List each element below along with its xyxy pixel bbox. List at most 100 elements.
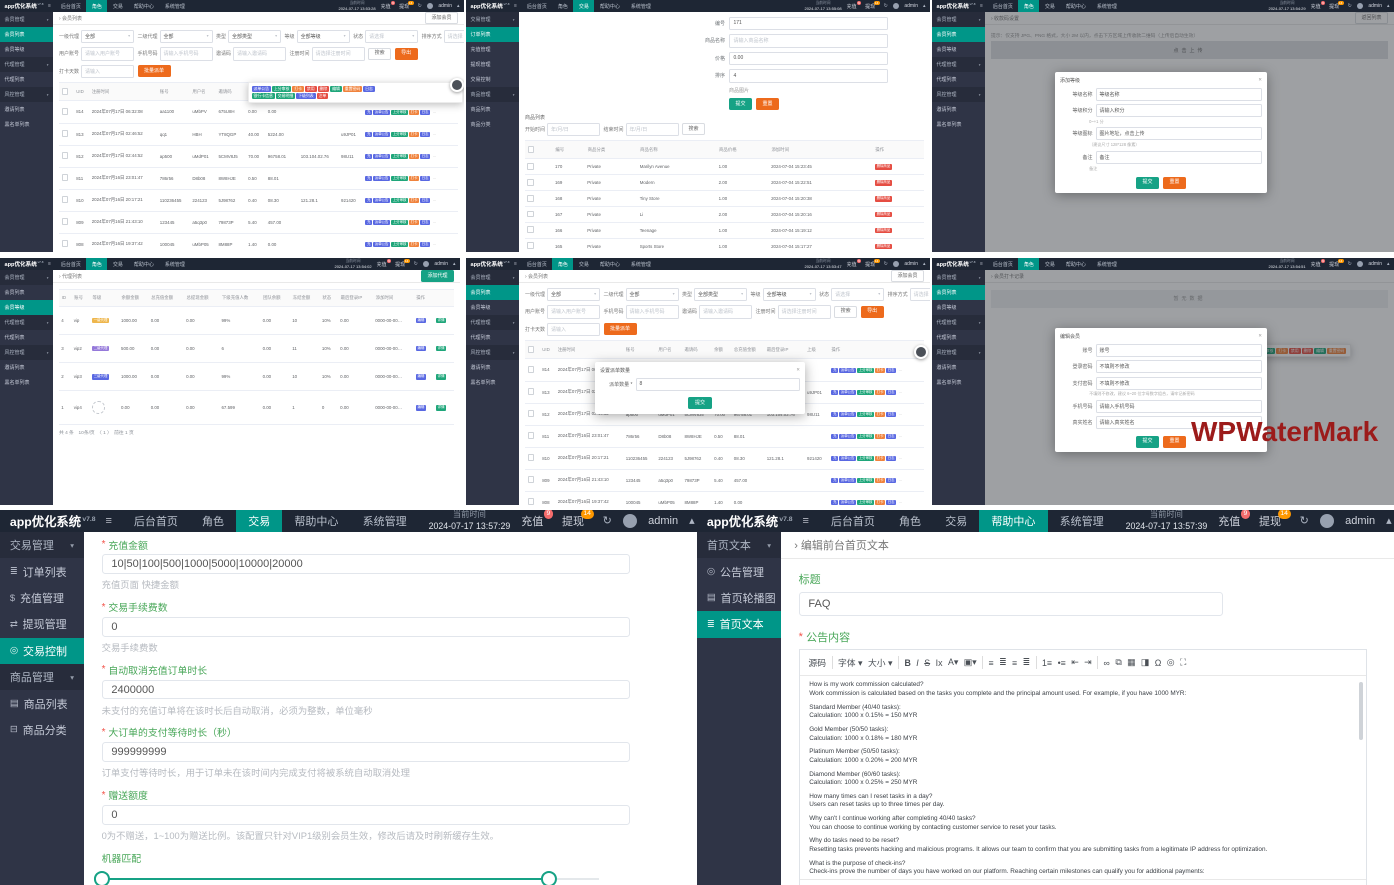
action-pill[interactable]: 删除商品 [874, 243, 892, 250]
sidebar-item-active[interactable]: 会员列表 [932, 285, 985, 300]
action-pill[interactable]: 日志 [420, 153, 431, 159]
menu-toggle-icon[interactable]: ≡ [47, 261, 51, 267]
user-menu[interactable]: admin [1368, 261, 1382, 267]
filter-text-input[interactable]: 年/月/日 [625, 122, 679, 136]
sidebar-item[interactable]: 会员管理 ▾ [0, 270, 53, 285]
nav-item[interactable]: 系统管理 [1096, 3, 1117, 10]
sidebar-item-active[interactable]: ≣ 首页文本 [697, 611, 781, 638]
checkbox[interactable] [527, 366, 535, 373]
action-pill[interactable]: 打卡 [1276, 347, 1288, 354]
sidebar-item[interactable]: ▤ 商品列表 [0, 690, 84, 716]
nav-item[interactable]: 交易 [945, 516, 968, 528]
editor-tool[interactable]: 源码 [808, 658, 826, 669]
text-input[interactable]: 账号 [1095, 343, 1262, 357]
action-pill[interactable]: 派单公告 [839, 411, 857, 417]
filter-text-input[interactable]: 请输入用户账号 [547, 305, 601, 319]
checkbox[interactable] [61, 152, 69, 159]
nav-item[interactable]: 角色 [899, 516, 922, 528]
filter-text-input[interactable]: 请输入用户账号 [81, 47, 135, 61]
action-pill[interactable]: 派单公告 [373, 175, 391, 182]
crumb-action-button[interactable]: 返回列表 [1354, 12, 1388, 24]
refresh-icon[interactable]: ↻ [1299, 515, 1309, 528]
filter-select[interactable]: 请选择▾ [365, 29, 419, 43]
action-pill[interactable]: 重置密码 [342, 85, 363, 92]
checkbox[interactable] [527, 178, 535, 186]
checkbox[interactable] [527, 432, 535, 439]
action-pill[interactable]: 删除商品 [874, 227, 892, 234]
filter-button[interactable]: 搜索 [834, 305, 858, 318]
nav-item[interactable]: 帮助中心 [133, 3, 154, 10]
action-pill[interactable]: … [898, 477, 903, 482]
action-pill[interactable]: 详情 [435, 374, 447, 380]
action-pill[interactable]: 充 [365, 241, 373, 248]
nav-item[interactable]: 角色 [86, 0, 108, 12]
checkbox[interactable] [61, 196, 69, 203]
editor-tool[interactable]: B [904, 657, 911, 668]
action-pill[interactable]: 打卡 [874, 499, 886, 505]
action-pill[interactable]: 上分审核 [391, 131, 409, 137]
menu-toggle-icon[interactable]: ≡ [513, 261, 517, 267]
action-pill[interactable]: 编辑 [415, 405, 427, 411]
action-pill[interactable]: 禁用 [1288, 347, 1301, 354]
nav-item[interactable]: 帮助中心 [979, 510, 1048, 532]
sidebar-item-active[interactable]: ◎ 交易控制 [0, 637, 84, 664]
checkbox[interactable] [527, 210, 535, 218]
recharge-link[interactable]: 充值 9 [846, 258, 862, 268]
action-pill[interactable]: 编辑 [415, 345, 427, 352]
action-pill[interactable]: 派单公告 [373, 241, 391, 248]
action-pill[interactable]: 日志 [420, 109, 431, 115]
refresh-icon[interactable]: ↻ [1347, 3, 1352, 9]
nav-item[interactable]: 角色 [552, 258, 574, 270]
sidebar-item[interactable]: 代理列表 [466, 330, 519, 345]
nav-item[interactable]: 后台首页 [526, 3, 547, 10]
nav-item[interactable]: 角色 [1018, 0, 1040, 12]
withdraw-link[interactable]: 提现 14 [1329, 0, 1344, 10]
user-menu[interactable]: admin [904, 3, 918, 9]
user-menu[interactable]: admin [648, 514, 679, 527]
action-pill[interactable]: 编辑 [415, 374, 427, 380]
checkbox[interactable] [527, 194, 535, 202]
menu-toggle-icon[interactable]: ≡ [979, 3, 983, 9]
action-pill[interactable]: 重置密码 [1326, 347, 1347, 354]
action-pill[interactable]: 上分审核 [857, 411, 875, 417]
action-pill[interactable]: 禁用 [304, 85, 317, 92]
nav-item[interactable]: 系统管理 [164, 261, 185, 268]
editor-tool[interactable]: ⧉ [1115, 657, 1122, 668]
filter-select[interactable]: 请选择▾ [831, 287, 885, 301]
action-pill[interactable]: … [432, 219, 437, 224]
user-menu[interactable]: admin [438, 3, 452, 9]
nav-item[interactable]: 系统管理 [630, 3, 651, 10]
action-pill[interactable]: 上分审核 [391, 153, 409, 159]
nav-item[interactable]: 帮助中心 [1065, 3, 1086, 10]
sidebar-item[interactable]: 商品列表 [466, 102, 519, 117]
action-pill[interactable]: 派单公告 [373, 197, 391, 204]
filter-select[interactable]: 请选择▾ [909, 287, 930, 301]
sidebar-item-active[interactable]: 会员列表 [932, 27, 985, 42]
recharge-link[interactable]: 充值 9 [380, 0, 396, 10]
slider-knob-min[interactable] [93, 870, 110, 885]
user-menu[interactable]: admin [904, 261, 918, 267]
action-pill[interactable]: 打卡 [874, 367, 886, 373]
menu-toggle-icon[interactable]: ≡ [802, 515, 809, 527]
text-input[interactable]: 图片地址，点击上传 [1095, 127, 1262, 141]
action-pill[interactable]: 日志 [420, 219, 431, 226]
editor-tool[interactable]: ≣ [999, 657, 1007, 668]
action-pill[interactable]: 打卡 [408, 219, 420, 226]
checkbox[interactable] [61, 218, 69, 225]
nav-item[interactable]: 角色 [1018, 258, 1040, 270]
action-pill[interactable]: 派单公告 [251, 85, 271, 92]
filter-button[interactable]: 导出 [394, 47, 418, 60]
text-input[interactable]: 0 [101, 804, 630, 825]
filter-text-input[interactable]: 请选择注册时间 [777, 305, 831, 319]
sidebar-item[interactable]: 会员列表 [0, 285, 53, 300]
action-pill[interactable]: 打卡 [408, 153, 420, 159]
text-input[interactable]: 10|50|100|500|1000|5000|10000|20000 [101, 554, 630, 575]
filter-select[interactable]: 全部 ▾ [625, 287, 679, 301]
sidebar-item[interactable]: 邀请列表 [0, 360, 53, 375]
action-pill[interactable]: 充 [831, 455, 839, 462]
action-pill[interactable]: 充 [365, 131, 373, 137]
nav-item[interactable]: 交易 [112, 261, 123, 268]
sidebar-item[interactable]: 首页文本 ▾ [697, 532, 781, 559]
recharge-link[interactable]: 充值 9 [521, 510, 553, 529]
close-icon[interactable]: ✕ [1258, 333, 1262, 338]
